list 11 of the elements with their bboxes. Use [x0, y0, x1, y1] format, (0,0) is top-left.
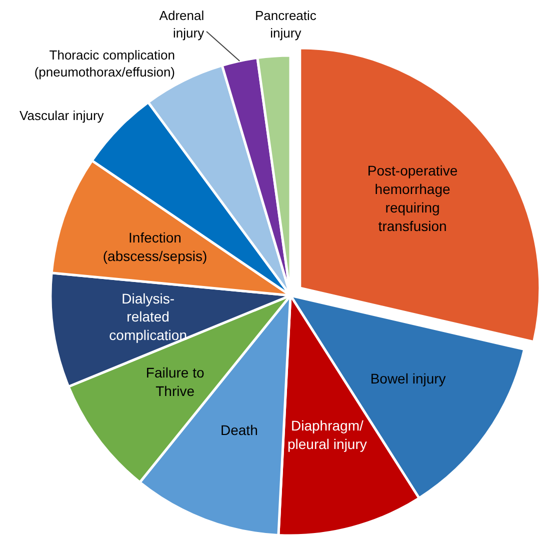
slice-label: Failure to Thrive [146, 364, 204, 399]
slice-label: Infection (abscess/sepsis) [102, 230, 208, 264]
slice-label: Post-operative hemorrhage requiring transfusion [367, 162, 458, 234]
slice-label: Death [220, 422, 258, 438]
slice-label: Vascular injury [20, 108, 104, 124]
slice-label: Pancreatic injury [254, 8, 317, 40]
slice-label: Diaphragm/ pleural injury [288, 418, 367, 452]
slice-label: Dialysis-related complication [109, 290, 187, 344]
slice-label: Adrenal injury [159, 8, 205, 40]
slice-label: Thoracic complication (pneumothorax/effusion) [34, 47, 176, 80]
slice-label: Bowel injury [370, 370, 446, 387]
